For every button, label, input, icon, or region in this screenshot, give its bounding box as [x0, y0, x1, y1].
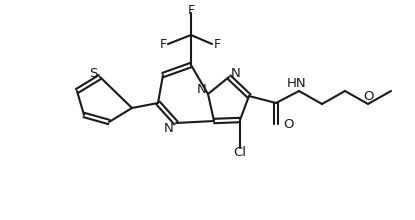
Text: N: N	[164, 121, 174, 134]
Text: F: F	[188, 4, 195, 16]
Text: F: F	[159, 37, 166, 51]
Text: N: N	[231, 66, 241, 79]
Text: HN: HN	[287, 77, 307, 90]
Text: Cl: Cl	[234, 145, 247, 158]
Text: S: S	[89, 66, 97, 79]
Text: O: O	[363, 90, 373, 103]
Text: F: F	[213, 37, 220, 51]
Text: O: O	[283, 117, 293, 130]
Text: N: N	[197, 82, 207, 95]
